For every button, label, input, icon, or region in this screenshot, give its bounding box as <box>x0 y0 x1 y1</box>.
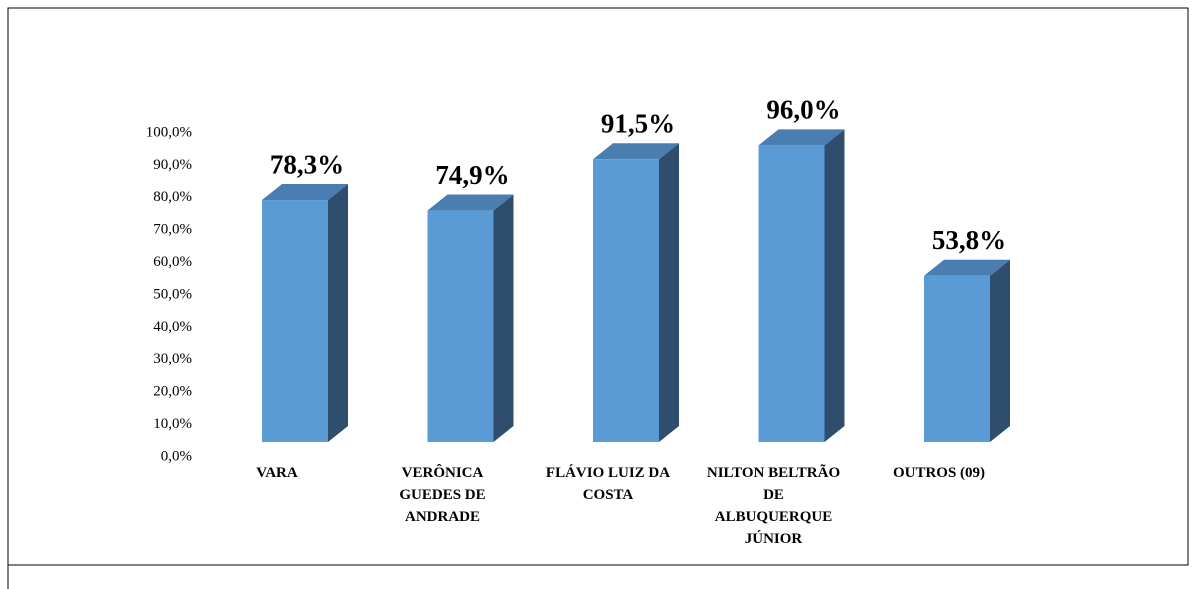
value-label: 91,5% <box>601 108 675 138</box>
y-tick-label: 30,0% <box>153 351 192 367</box>
y-tick-label: 70,0% <box>153 222 192 238</box>
x-tick-label: NILTON BELTRÃO DE ALBUQUERQUE JÚNIOR <box>706 465 841 547</box>
bar-side <box>328 184 348 443</box>
bar-top <box>262 184 348 201</box>
x-tick-label: VARA <box>256 465 298 481</box>
y-tick-label: 50,0% <box>153 286 192 302</box>
y-tick-label: 10,0% <box>153 416 192 432</box>
bar <box>427 210 494 442</box>
bar <box>758 145 825 443</box>
value-label: 53,8% <box>932 225 1006 255</box>
frame <box>7 7 1189 589</box>
bar-side <box>493 194 514 442</box>
value-label: 74,9% <box>435 160 509 190</box>
y-tick-label: 90,0% <box>153 157 192 173</box>
x-tick-label: VERÔNICA GUEDES DE ANDRADE <box>399 465 486 525</box>
x-tick-label: OUTROS (09) <box>892 465 986 481</box>
bar-top <box>593 143 679 160</box>
x-tick-label: FLÁVIO LUIZ DA COSTA <box>545 465 671 503</box>
y-tick-label: 80,0% <box>153 189 192 205</box>
value-label: 78,3% <box>270 149 344 179</box>
bar-side <box>824 129 845 443</box>
y-tick-label: 0,0% <box>161 448 192 464</box>
bar-top <box>758 129 845 146</box>
bar <box>262 200 328 442</box>
y-tick-label: 100,0% <box>146 124 192 140</box>
bar-side <box>990 259 1010 442</box>
bar <box>593 159 659 442</box>
bar-top <box>924 259 1010 276</box>
y-tick-label: 40,0% <box>153 319 192 335</box>
y-tick-label: 60,0% <box>153 254 192 270</box>
bar-top <box>427 194 514 211</box>
bar-side <box>659 143 679 442</box>
y-tick-label: 20,0% <box>153 384 192 400</box>
value-label: 96,0% <box>766 95 840 125</box>
bar <box>924 275 990 442</box>
